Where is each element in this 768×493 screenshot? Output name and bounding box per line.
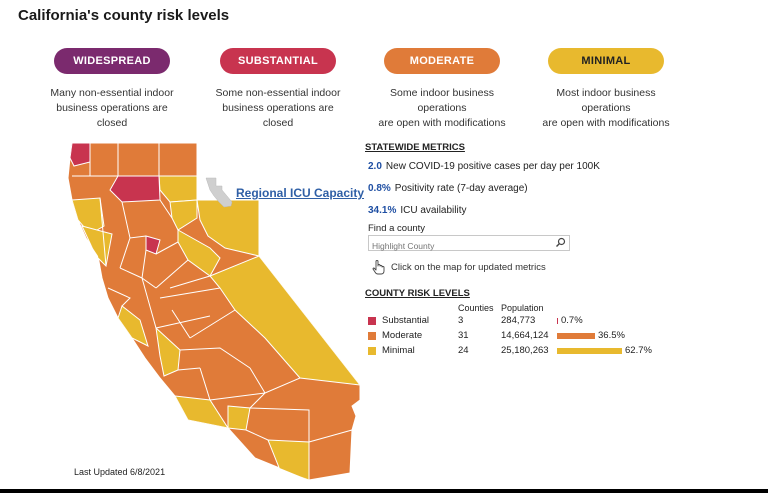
tier-desc-line: business operations are closed	[56, 102, 168, 129]
icu-region-map-icon[interactable]	[204, 176, 234, 208]
tier-desc-line: Some indoor business operations	[390, 87, 494, 114]
county-minimal[interactable]	[169, 199, 198, 231]
tier-desc-line: Many non-essential indoor	[50, 87, 174, 99]
pointer-hand-icon	[372, 260, 385, 275]
page-title: California's county risk levels	[18, 7, 230, 24]
county-search-box[interactable]	[368, 235, 570, 253]
bottom-border	[0, 489, 768, 493]
col-counties-header: Counties	[458, 303, 494, 313]
metric-positivity-value: 0.8%	[368, 183, 391, 194]
risk-share-bar	[557, 348, 622, 354]
tier-desc-line: Some non-essential indoor	[215, 87, 341, 99]
last-updated: Last Updated 6/8/2021	[74, 467, 166, 477]
metric-icu: 34.1% ICU availability	[368, 205, 467, 216]
county-minimal[interactable]	[196, 199, 260, 257]
regional-icu-capacity-link[interactable]: Regional ICU Capacity	[236, 186, 365, 200]
metric-icu-value: 34.1%	[368, 205, 397, 216]
tier-minimal: MINIMAL Most indoor business operations …	[541, 48, 671, 131]
risk-level-label: Substantial	[382, 315, 430, 326]
risk-county-count: 24	[458, 345, 469, 356]
find-county-label: Find a county	[368, 223, 426, 234]
county-boundaries	[72, 143, 353, 443]
county-minimal[interactable]	[227, 405, 251, 431]
tier-desc-line: are open with modifications	[378, 117, 506, 129]
risk-share-bar	[557, 333, 595, 339]
risk-swatch	[368, 347, 376, 355]
county-minimal[interactable]	[267, 439, 310, 480]
col-population-header: Population	[501, 303, 544, 313]
risk-population: 14,664,124	[501, 330, 549, 341]
california-county-map[interactable]	[60, 138, 365, 483]
risk-level-label: Minimal	[382, 345, 415, 356]
metric-positivity-label: Positivity rate (7-day average)	[394, 183, 528, 194]
metric-positivity: 0.8% Positivity rate (7-day average)	[368, 183, 528, 194]
county-substantial[interactable]	[109, 175, 161, 203]
county-search-input[interactable]	[369, 239, 552, 253]
county-substantial[interactable]	[69, 143, 91, 167]
tier-widespread-pill: WIDESPREAD	[54, 48, 170, 74]
metric-cases: 2.0 New COVID-19 positive cases per day p…	[368, 161, 600, 172]
map-click-hint: Click on the map for updated metrics	[391, 262, 546, 273]
tier-minimal-pill: MINIMAL	[548, 48, 664, 74]
risk-share-percent: 0.7%	[561, 315, 583, 326]
risk-population: 25,180,263	[501, 345, 549, 356]
risk-share-bar	[557, 318, 558, 324]
tier-substantial: SUBSTANTIAL Some non-essential indoor bu…	[213, 48, 343, 131]
county-risk-levels-heading: COUNTY RISK LEVELS	[365, 288, 470, 299]
metric-icu-label: ICU availability	[400, 205, 467, 216]
tier-widespread-desc: Many non-essential indoor business opera…	[47, 86, 177, 131]
tier-desc-line: Most indoor business operations	[556, 87, 656, 114]
search-icon[interactable]	[555, 237, 566, 248]
risk-county-count: 3	[458, 315, 464, 326]
metric-cases-label: New COVID-19 positive cases per day per …	[385, 161, 600, 172]
county-minimal[interactable]	[155, 326, 181, 377]
tier-moderate-pill: MODERATE	[384, 48, 500, 74]
tier-desc-line: are open with modifications	[542, 117, 670, 129]
risk-level-label: Moderate	[382, 330, 423, 341]
risk-swatch	[368, 317, 376, 325]
risk-population: 284,773	[501, 315, 536, 326]
statewide-metrics-heading: STATEWIDE METRICS	[365, 142, 465, 153]
metric-cases-value: 2.0	[368, 161, 382, 172]
tier-widespread: WIDESPREAD Many non-essential indoor bus…	[47, 48, 177, 131]
tier-minimal-desc: Most indoor business operations are open…	[541, 86, 671, 131]
tier-moderate: MODERATE Some indoor business operations…	[377, 48, 507, 131]
tier-desc-line: business operations are closed	[222, 102, 334, 129]
tier-substantial-pill: SUBSTANTIAL	[220, 48, 336, 74]
risk-share-percent: 36.5%	[598, 330, 625, 341]
risk-share-percent: 62.7%	[625, 345, 652, 356]
risk-swatch	[368, 332, 376, 340]
tier-moderate-desc: Some indoor business operations are open…	[377, 86, 507, 131]
county-minimal[interactable]	[117, 305, 149, 347]
tier-substantial-desc: Some non-essential indoor business opera…	[213, 86, 343, 131]
risk-county-count: 31	[458, 330, 469, 341]
